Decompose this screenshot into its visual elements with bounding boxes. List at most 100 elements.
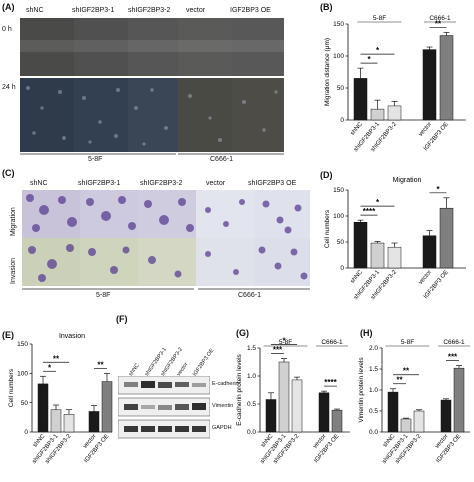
chart-d-x-tick-label: vector [418,269,433,285]
panel-d-label: (D) [320,170,333,180]
chart-b-sig-mark: ** [435,19,442,28]
chart-b-y-tick-label: 0 [340,117,344,124]
chart-d-bar [387,246,402,269]
chart-b-sig-mark: * [367,55,371,64]
panel-f-label: (F) [116,314,128,324]
panel-a-group-58f: 5-8F [88,156,103,163]
chart-h-y-tick-label: 2.0 [369,345,378,352]
transwell-invasion-vector [196,238,254,286]
chart-b-bar [439,35,454,121]
chart-g-y-tick-label: 0.5 [247,401,256,408]
chart-b-bar [387,105,402,121]
panel-c-row-invasion: Invasion [10,257,17,284]
chart-e-y-tick-label: 100 [17,371,28,378]
chart-h-bar [413,410,425,433]
chart-d-y-tick-label: 0 [340,265,344,272]
panel-a-col-vector: vector [186,7,206,14]
chart-b-group-label: C666-1 [429,15,451,22]
wound-image-24h-oe [232,78,284,152]
chart-g-sig-mark: * [282,337,286,346]
chart-h-sig-mark: ** [396,376,403,385]
chart-g-group-label: 5-8F [279,339,292,346]
chart-b-group-label: 5-8F [373,15,386,22]
transwell-invasion-sh2 [138,238,196,286]
chart-b-migration-distance: 5-8F C666-1 0 50 100 150 Migration distance (μ… [324,15,466,153]
panel-a-col-sh2: shIGF2BP3-2 [128,7,171,14]
western-blot [118,376,210,439]
chart-d-sig-mark: * [436,185,440,194]
chart-e-bar [50,409,62,433]
chart-d-y-tick-label: 150 [333,187,344,194]
chart-g-bar [265,399,277,433]
chart-d-bar [370,242,385,269]
chart-e-y-tick-label: 50 [21,400,29,407]
panel-c-group-c666: C666-1 [238,292,261,299]
panel-g-label: (G) [236,328,249,338]
chart-h-bar [400,418,412,433]
chart-d-x-tick-label: shNC [350,269,365,285]
chart-d-bar [422,235,437,269]
chart-b-sig-mark: * [376,46,380,55]
transwell-cells-texture [26,194,308,282]
chart-h-bar [440,399,452,433]
chart-g-bar [331,409,343,433]
transwell-invasion-sh1 [80,238,138,286]
panel-a-col-shnc: shNC [26,7,44,14]
chart-e-ylabel: Cell numbers [8,368,15,407]
panel-a-col-oe: IGF2BP3 OE [230,7,271,14]
panel-h-label: (H) [360,328,373,338]
chart-d-sig-mark: **** [363,207,376,216]
chart-d-bar [439,207,454,269]
chart-g-bar [291,379,303,433]
panel-f-band-ecad: E-cadherin [212,381,239,387]
chart-e-title: Invasion [59,333,85,340]
wound-image-0h-oe [232,18,284,76]
chart-e-bar [63,414,75,433]
chart-h-bar [453,367,465,433]
chart-b-x-tick-label: vector [418,121,433,137]
transwell-migration-vector [196,190,254,238]
chart-b-y-tick-label: 50 [337,85,345,92]
chart-g-y-tick-label: 0.0 [247,429,256,436]
chart-h-group-label: C666-1 [443,339,465,346]
chart-e-sig-mark: ** [53,354,60,363]
panel-a-row-24h: 24 h [2,84,16,91]
chart-h-vimentin: 5-8F C666-1 0.0 0.5 1.0 1.5 2.0 Vimentin protei… [358,339,470,465]
chart-d-sig-mark: * [376,198,380,207]
chart-g-y-tick-label: 1.0 [247,373,256,380]
chart-h-ylabel: Vimentin protein levels [358,357,365,423]
chart-g-bar [318,392,330,433]
chart-g-y-tick-label: 1.5 [247,345,256,352]
chart-g-sig-mark: *** [273,346,283,355]
chart-g-bar [278,361,290,433]
chart-h-sig-mark: ** [403,367,410,376]
wound-image-0h-vector [178,18,232,76]
wound-24h-texture [26,86,278,146]
chart-h-y-tick-label: 0.5 [369,408,378,415]
chart-e-sig-mark: ** [97,360,104,369]
chart-b-bar [370,108,385,121]
panel-c-col-shnc: shNC [30,180,48,187]
chart-e-y-tick-label: 0 [24,429,28,436]
transwell-invasion-oe [254,238,310,286]
panel-b-label: (B) [320,2,333,12]
chart-g-group-label: C666-1 [321,339,343,346]
panel-c-group-58f: 5-8F [96,292,111,299]
chart-h-y-tick-label: 1.0 [369,387,378,394]
panel-c-group-brackets [22,288,310,290]
chart-e-bar [88,411,100,433]
panel-c-col-vector: vector [206,180,226,187]
panel-c-col-oe: shIGF2BP3 OE [248,180,297,187]
chart-b-y-tick-label: 100 [333,53,344,60]
panel-c-col-sh1: shIGF2BP3-1 [78,180,121,187]
chart-h-bar [387,391,399,433]
panel-c-col-sh2: shIGF2BP3-2 [140,180,183,187]
panel-e-label: (E) [2,330,14,340]
panel-f-band-vim: Vimentin [212,403,234,409]
panel-c-label: (C) [2,168,15,178]
chart-g-ecadherin: 5-8F C666-1 0.0 0.5 1.0 1.5 E-cadherin protein… [236,337,350,465]
wound-image-0h-sh1 [74,18,128,76]
chart-e-sig-mark: * [48,363,52,372]
